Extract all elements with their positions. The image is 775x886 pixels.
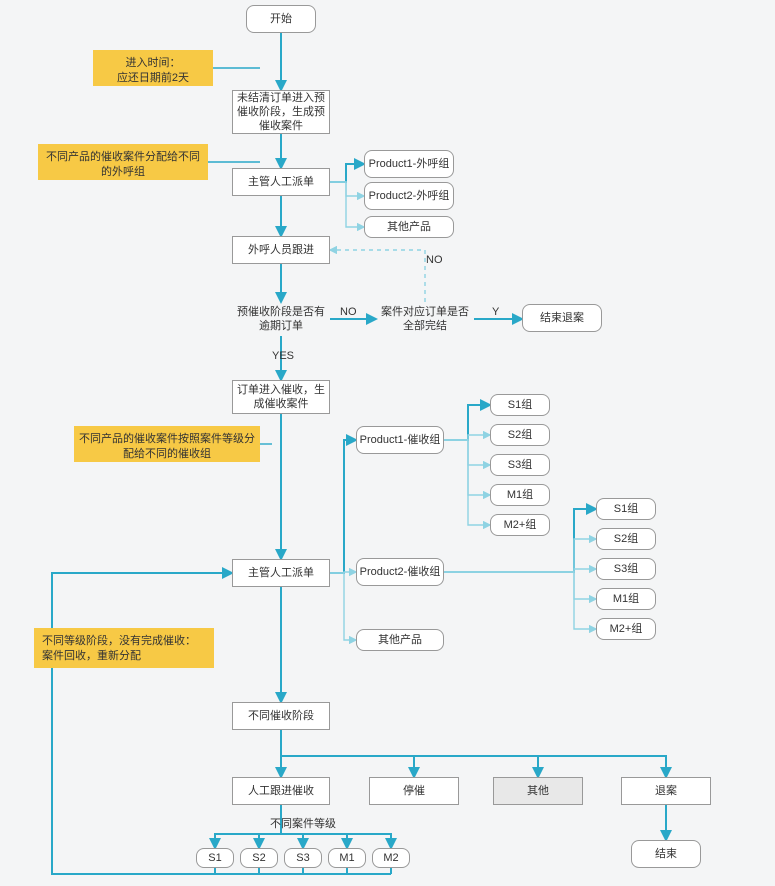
node-p1-coll: Product1-催收组 <box>356 426 444 454</box>
node-pause: 停催 <box>369 777 459 805</box>
node-start: 开始 <box>246 5 316 33</box>
node-other: 其他 <box>493 777 583 805</box>
node-p1-out: Product1-外呼组 <box>364 150 454 178</box>
node-p2-coll: Product2-催收组 <box>356 558 444 586</box>
node-lv-s3: S3 <box>284 848 322 868</box>
node-g2-s3: S3组 <box>596 558 656 580</box>
node-lv-s2: S2 <box>240 848 278 868</box>
node-g2-m2: M2+组 <box>596 618 656 640</box>
node-g1-s1: S1组 <box>490 394 550 416</box>
node-follow: 外呼人员跟进 <box>232 236 330 264</box>
node-g2-m1: M1组 <box>596 588 656 610</box>
label-lvlbl: 不同案件等级 <box>270 815 336 831</box>
node-dispatch2: 主管人工派单 <box>232 559 330 587</box>
node-pre-stage: 未结清订单进入预催收阶段，生成预催收案件 <box>232 90 330 134</box>
flowchart-canvas: 开始 未结清订单进入预催收阶段，生成预催收案件 主管人工派单 Product1-… <box>0 0 775 886</box>
node-lv-m1: M1 <box>328 848 366 868</box>
node-end: 结束 <box>631 840 701 868</box>
node-other-coll: 其他产品 <box>356 629 444 651</box>
node-g1-m1: M1组 <box>490 484 550 506</box>
node-g2-s2: S2组 <box>596 528 656 550</box>
label-no1: NO <box>426 254 443 266</box>
node-close1: 结束退案 <box>522 304 602 332</box>
node-stage: 不同催收阶段 <box>232 702 330 730</box>
node-g1-m2: M2+组 <box>490 514 550 536</box>
node-lv-s1: S1 <box>196 848 234 868</box>
node-complete-q: 案件对应订单是否全部完结 <box>376 302 474 336</box>
node-gen-case: 订单进入催收，生成催收案件 <box>232 380 330 414</box>
node-g1-s2: S2组 <box>490 424 550 446</box>
node-g2-s1: S1组 <box>596 498 656 520</box>
node-withdraw: 退案 <box>621 777 711 805</box>
note-2: 不同产品的催收案件分配给不同的外呼组 <box>38 144 208 180</box>
note-1: 进入时间： 应还日期前2天 <box>93 50 213 86</box>
node-other-out: 其他产品 <box>364 216 454 238</box>
note-4: 不同等级阶段，没有完成催收：案件回收，重新分配 <box>34 628 214 668</box>
node-overdue-q: 预催收阶段是否有逾期订单 <box>232 302 330 336</box>
node-manual: 人工跟进催收 <box>232 777 330 805</box>
label-yes: YES <box>272 350 294 362</box>
label-no2: NO <box>340 306 357 318</box>
node-g1-s3: S3组 <box>490 454 550 476</box>
node-p2-out: Product2-外呼组 <box>364 182 454 210</box>
note-3: 不同产品的催收案件按照案件等级分配给不同的催收组 <box>74 426 260 462</box>
label-y1: Y <box>492 306 499 318</box>
node-lv-m2: M2 <box>372 848 410 868</box>
node-dispatch1: 主管人工派单 <box>232 168 330 196</box>
